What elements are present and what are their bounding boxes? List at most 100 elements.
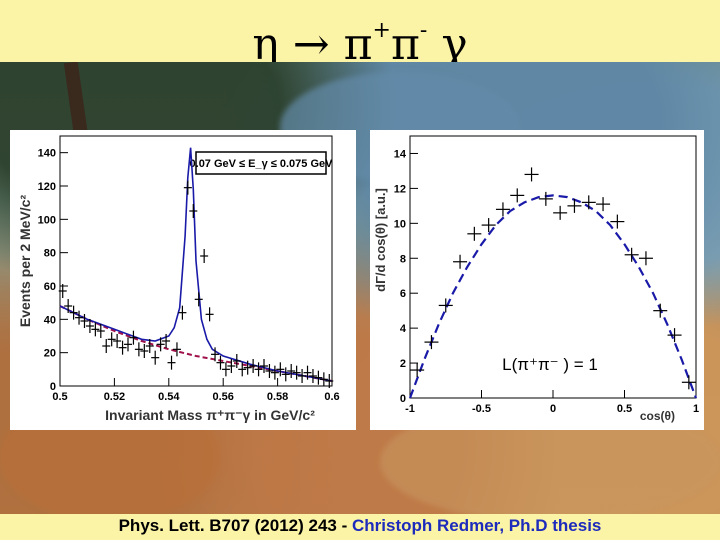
- data-point: [281, 367, 290, 382]
- mass-spectrum-chart: 0.5 0.52 0.54 0.56 0.58 0.6 0 20 40 60 80 100 120 140…: [17, 135, 340, 423]
- data-point: [610, 214, 625, 229]
- x-tick-label: -0.5: [472, 403, 491, 415]
- y-tick-label: 0: [50, 381, 56, 393]
- y-tick-label: 14: [394, 148, 407, 160]
- data-point: [124, 337, 132, 352]
- title-minus: -: [419, 18, 428, 43]
- data-point: [453, 254, 468, 269]
- data-point: [270, 365, 279, 380]
- y-tick-label: 2: [400, 358, 406, 370]
- title-pi-plus: π: [343, 19, 373, 70]
- title-gamma: γ: [441, 19, 468, 70]
- data-point: [653, 303, 668, 318]
- data-point: [292, 365, 301, 380]
- data-point: [96, 324, 105, 338]
- data-point: [495, 202, 510, 217]
- x-axis-label-2: cos(θ): [640, 409, 675, 423]
- data-point: [102, 339, 111, 353]
- data-point: [64, 299, 73, 313]
- data-point: [221, 362, 230, 377]
- x-tick-label: 0: [550, 403, 556, 415]
- x-axis-label: Invariant Mass π⁺π⁻γ in GeV/c²: [105, 407, 315, 423]
- data-point: [438, 298, 453, 313]
- footer-reference: Phys. Lett. B707 (2012) 243 -: [118, 516, 348, 535]
- background-fit-line: [59, 305, 333, 382]
- data-point: [189, 204, 198, 218]
- y-tick-label: 40: [44, 314, 56, 326]
- data-point: [216, 355, 225, 370]
- data-point: [75, 310, 84, 325]
- x-tick-label: 1: [693, 403, 699, 415]
- y-axis-label-2: dΓ/d cos(θ) [a.u.]: [373, 188, 388, 292]
- title-band: [0, 0, 720, 62]
- slide-title: η → π+π- γ: [0, 6, 720, 70]
- data-point: [69, 305, 78, 320]
- signal-plus-background-fit-line: [59, 147, 333, 382]
- x-tick-label: 0.56: [212, 391, 233, 403]
- data-point: [129, 330, 138, 345]
- data-point: [107, 332, 116, 347]
- y-tick-label: 12: [394, 183, 406, 195]
- data-point: [243, 360, 252, 375]
- plot-frame: [59, 135, 333, 387]
- data-point: [319, 372, 328, 387]
- y-tick-label: 6: [400, 288, 406, 300]
- data-point: [118, 340, 127, 355]
- data-point: [80, 314, 89, 328]
- data-point: [287, 364, 296, 378]
- data-point: [303, 365, 312, 380]
- data-point: [205, 307, 214, 322]
- data-point: [510, 188, 525, 203]
- data-point: [667, 328, 682, 343]
- data-point: [178, 305, 187, 320]
- data-point: [249, 359, 258, 373]
- data-point: [308, 369, 317, 383]
- data-point: [145, 339, 154, 353]
- x-tick-label: 0.5: [617, 403, 632, 415]
- footer-band: [0, 514, 720, 540]
- y-tick-label: 120: [38, 181, 56, 193]
- data-point: [467, 226, 482, 241]
- data-point: [91, 322, 100, 337]
- data-point: [276, 362, 285, 377]
- title-arrow: →: [292, 19, 330, 70]
- data-point: [254, 362, 263, 377]
- data-point: [638, 251, 653, 266]
- data-point: [113, 334, 122, 348]
- data-point: [211, 347, 220, 362]
- data-point: [538, 191, 553, 206]
- data-point: [162, 334, 171, 348]
- data-point: [194, 292, 203, 307]
- theory-curve-line: [408, 194, 698, 399]
- data-point: [524, 167, 539, 182]
- data-point: [410, 363, 425, 378]
- y-tick-label: 4: [400, 323, 407, 335]
- plot-frame-2: [409, 135, 697, 399]
- x-tick-label: 0.54: [158, 391, 180, 403]
- data-point: [681, 375, 696, 390]
- data-point: [298, 369, 307, 383]
- data-point: [151, 350, 160, 365]
- title-plus: +: [372, 18, 391, 43]
- data-point: [183, 180, 192, 195]
- data-point: [481, 218, 496, 233]
- data-point: [424, 335, 439, 350]
- y-tick-label: 80: [44, 248, 56, 260]
- x-tick-label: 0.52: [104, 391, 125, 403]
- data-point: [567, 198, 582, 213]
- data-point: [167, 355, 176, 370]
- y-tick-label: 0: [400, 393, 406, 405]
- data-point: [553, 205, 568, 220]
- data-point: [581, 195, 596, 210]
- data-point: [265, 364, 274, 378]
- title-pi-minus: π: [390, 19, 420, 70]
- data-point: [314, 370, 323, 385]
- data-point: [172, 342, 181, 357]
- y-tick-label: 60: [44, 281, 56, 293]
- angular-distribution-panel: -1 -0.5 0 0.5 1 0 2 4 6 8 10 12 14 L(π⁺π⁻ ) = 1 dΓ/d…: [370, 130, 704, 430]
- y-axis-label: Events per 2 MeV/c²: [17, 195, 33, 328]
- title-eta: η: [252, 19, 279, 70]
- y-tick-label: 100: [38, 214, 56, 226]
- data-point: [140, 344, 149, 358]
